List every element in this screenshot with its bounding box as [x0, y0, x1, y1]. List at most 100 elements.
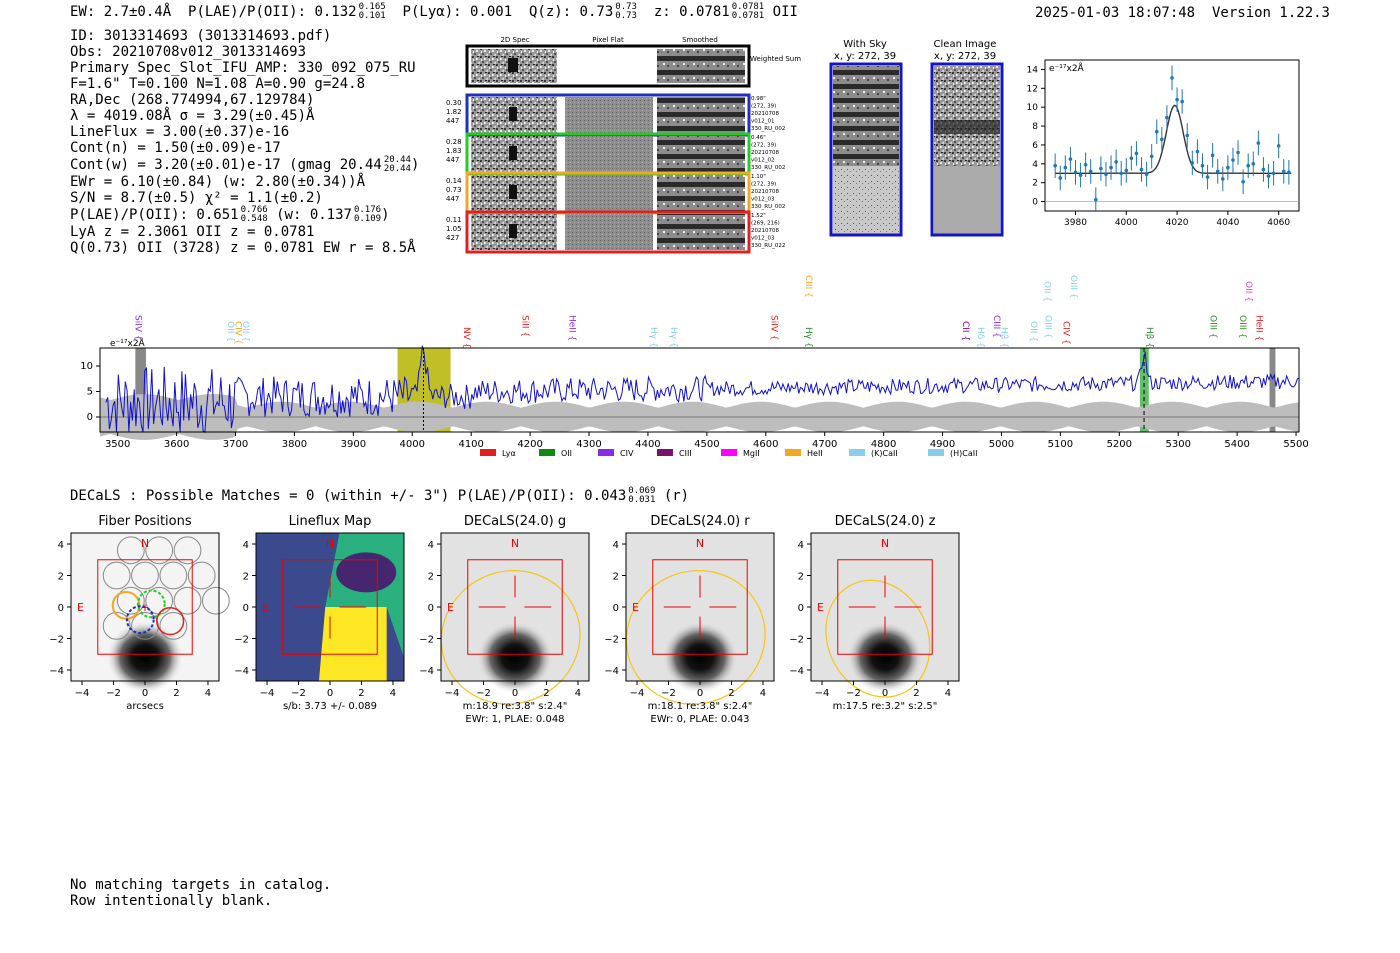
fiber-circle	[116, 536, 145, 565]
fiber-circle-blue	[125, 605, 155, 634]
info-plae-hi: 0.766	[240, 205, 268, 215]
spectrum-x-tick-label: 4800	[871, 439, 896, 450]
panel-title: Fiber Positions	[98, 514, 191, 529]
spectrum-x-tick-label: 3600	[164, 439, 189, 450]
zoom-data-point	[1053, 163, 1057, 168]
panel-y-tick-label: 4	[243, 540, 249, 551]
cutout-smoothed	[657, 136, 745, 172]
spectrum-line-label: HeII {	[1254, 315, 1264, 341]
info-cont-w-row: Cont(w) = 3.20(±0.01)e-17 (gmag 20.44 20.…	[70, 155, 420, 174]
spectrum-x-tick-label: 4300	[576, 439, 601, 450]
cutout-right-label: v012_03	[751, 236, 775, 242]
panel-y-tick-label: 0	[58, 603, 64, 614]
panel-x-tick-label: 2	[543, 688, 549, 699]
spectrum-flux-line	[105, 345, 1300, 434]
zoom-data-point	[1256, 141, 1261, 145]
zoom-data-point	[1190, 161, 1195, 165]
qz-hi: 0.73	[615, 2, 637, 12]
cutout-source-spot	[509, 107, 517, 121]
cutout-left-label: 447	[446, 156, 459, 164]
info-plae-w-hi: 0.176	[353, 205, 382, 215]
col-2d-spec: 2D Spec	[500, 36, 529, 44]
full-spectrum-chart: e⁻¹⁷x2Å 3500 3600 3700 3800 3900 4000 4100 4200…	[80, 275, 1309, 458]
fiber-circle	[116, 586, 145, 615]
panel-y-tick-label: −2	[49, 634, 64, 645]
fiber-circle	[159, 561, 188, 590]
info-cont-n: Cont(n) = 1.50(±0.09)e-17	[70, 140, 281, 156]
zoom-data-point	[1134, 151, 1139, 156]
panel-x-tick-label: −4	[260, 688, 275, 699]
spectrum-masked-region	[135, 348, 146, 432]
zoom-x-tick-label: 4060	[1267, 218, 1290, 228]
spectrum-line-label: SiII {	[520, 315, 530, 337]
fiber-circle	[131, 561, 159, 590]
panel-y-tick-label: 4	[798, 540, 804, 551]
z-hi: 0.0781	[731, 2, 765, 12]
zoom-data-point	[1114, 160, 1118, 164]
spectrum-line-label: OII {	[240, 321, 250, 342]
cutout-left-label: 1.83	[446, 147, 462, 155]
spectrum-line-label: CIV {	[233, 321, 243, 345]
clean-image-title: Clean Image	[934, 39, 997, 50]
panel-y-tick-label: −4	[419, 666, 434, 677]
note-line-2: Row intentionally blank.	[70, 893, 273, 909]
lineflux-low	[336, 552, 397, 593]
zoom-data-point	[1180, 99, 1184, 104]
cutout-right-label: 330_RU_002	[751, 204, 785, 210]
zoom-y-tick-label: 0	[1032, 198, 1038, 208]
info-sn: S/N = 8.7(±0.5) χ² = 1.1(±0.2)	[70, 190, 323, 206]
version: Version 1.22.3	[1211, 5, 1330, 21]
cutout-left-label: 0.11	[446, 216, 462, 224]
spectrum-y-tick-label: 10	[80, 361, 93, 372]
info-radec: RA,Dec (268.774994,67.129784)	[70, 92, 315, 108]
spectrum-line-label: OIII {	[1237, 315, 1247, 339]
spectrum-line-label: Hγ {	[668, 327, 678, 348]
spectrum-x-tick-label: 4200	[517, 439, 542, 450]
spectrum-line-label: OIII {	[1043, 315, 1053, 339]
decals-panel: DECaLS(24.0) r N E −4 −4 −2 −2 0 0 2 2 4 4 m:18.1 re:…	[604, 514, 775, 725]
legend-label: OII	[561, 449, 572, 458]
spectrum-line-label: SiIV {	[769, 315, 779, 341]
info-spec-slot: Primary Spec_Slot_IFU_AMP: 330_092_075_R…	[70, 60, 416, 76]
panel-x-tick-label: 0	[512, 688, 518, 699]
panel-x-tick-label: 4	[945, 688, 951, 699]
cutout-pixel-flat	[565, 175, 653, 211]
fiber-circle	[173, 536, 202, 565]
decals-panel: DECaLS(24.0) z N E −4 −4 −2 −2 0 0 2 2 4 4 m:17.5 re:…	[789, 514, 960, 712]
zoom-data-point	[1165, 115, 1169, 120]
zoom-data-point	[1266, 174, 1271, 178]
spectrum-line-label: Hδ {	[975, 327, 985, 348]
zoom-data-point	[1063, 165, 1068, 170]
zoom-data-point	[1058, 176, 1063, 180]
legend-swatch	[849, 449, 865, 456]
panel-y-tick-label: −4	[604, 666, 619, 677]
zoom-data-point	[1078, 173, 1083, 177]
panel-x-tick-label: −2	[291, 688, 306, 699]
panel-y-tick-label: 2	[613, 572, 619, 583]
detection-info: ID: 3013314693 (3013314693.pdf) Obs: 202…	[70, 28, 419, 256]
clean-image-xy: x, y: 272, 39	[934, 51, 996, 62]
panel-x-tick-label: 2	[913, 688, 919, 699]
panel-title: DECaLS(24.0) g	[464, 514, 566, 529]
zoom-data-point	[1246, 163, 1250, 168]
z-line: OII	[772, 4, 798, 20]
info-q-line: Q(0.73) OII (3728) z = 0.0781 EW r = 8.5…	[70, 240, 416, 256]
spectrum-line-label: CIII {	[803, 275, 813, 298]
galaxy-blob	[107, 621, 183, 694]
zoom-data-point	[1109, 165, 1113, 170]
panel-caption: m:17.5 re:3.2" s:2.5"	[833, 701, 938, 712]
decals-summary: DECaLS : Possible Matches = 0 (within +/…	[70, 487, 689, 505]
fiber-circle-green	[136, 589, 166, 619]
panel-y-tick-label: 4	[58, 540, 64, 551]
info-lambda: λ = 4019.08Å σ = 3.29(±0.45)Å	[70, 108, 315, 124]
with-sky-image	[829, 62, 903, 237]
panel-y-tick-label: −2	[604, 634, 619, 645]
header-bar: EW: 2.7±0.4Å P(LAE)/P(OII): 0.132 0.165 0.…	[70, 3, 798, 21]
decals-line: DECaLS : Possible Matches = 0 (within +/…	[70, 488, 627, 504]
zoom-data-point	[1200, 163, 1205, 168]
spectrum-line-label: Hγ {	[648, 327, 658, 348]
panel-y-tick-label: 2	[428, 572, 434, 583]
panel-x-tick-label: −2	[846, 688, 861, 699]
zoom-x-tick-label: 4020	[1166, 218, 1189, 228]
